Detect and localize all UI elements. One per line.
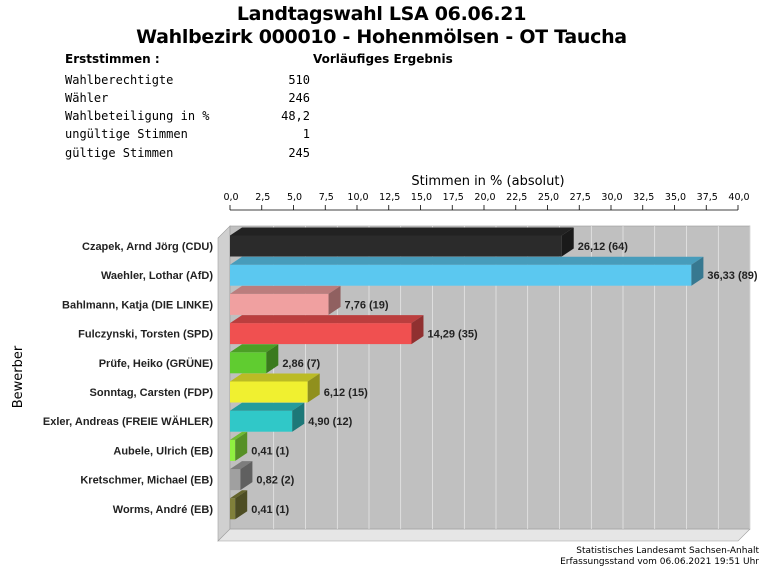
category-label: Sonntag, Carsten (FDP) (90, 387, 214, 399)
bar-top (230, 227, 574, 236)
x-tick-label: 40,0 (728, 192, 749, 203)
bar-top (230, 461, 253, 470)
category-label: Fulczynski, Torsten (SPD) (78, 329, 213, 341)
bar-value-label: 14,29 (35) (427, 329, 477, 341)
bar (230, 381, 308, 403)
stat-row: Wahlberechtigte 510 (65, 73, 310, 91)
x-tick-label: 7,5 (319, 192, 334, 203)
bar-value-label: 0,41 (1) (251, 504, 289, 516)
bar-side (240, 461, 253, 491)
category-label: Aubele, Ulrich (EB) (113, 445, 213, 457)
bar-top (230, 315, 424, 324)
footer-timestamp: Erfassungsstand vom 06.06.2021 19:51 Uhr (560, 557, 759, 567)
x-tick-label: 30,0 (601, 192, 622, 203)
stat-label: gültige Stimmen (65, 146, 174, 160)
x-tick-label: 22,5 (506, 192, 527, 203)
stat-label: Wahlbeteiligung in % (65, 109, 210, 123)
stat-row: gültige Stimmen 245 (65, 146, 310, 164)
bar-value-label: 0,82 (2) (256, 475, 294, 487)
stat-value: 246 (288, 91, 310, 105)
bar (230, 352, 267, 374)
result-status: Vorläufiges Ergebnis (313, 52, 453, 66)
stat-value: 245 (288, 146, 310, 160)
x-tick-label: 15,0 (411, 192, 432, 203)
stat-value: 48,2 (281, 109, 310, 123)
bar-value-label: 0,41 (1) (251, 445, 289, 457)
x-tick-label: 27,5 (570, 192, 591, 203)
stats-heading: Erststimmen : (65, 52, 160, 66)
bar-value-label: 36,33 (89) (707, 270, 757, 282)
stat-label: Wähler (65, 91, 109, 105)
x-axis-title: Stimmen in % (absolut) (411, 174, 564, 189)
bar-side (411, 315, 424, 345)
category-label: Exler, Andreas (FREIE WÄHLER) (43, 415, 213, 428)
x-tick-label: 10,0 (347, 192, 368, 203)
category-label: Waehler, Lothar (AfD) (101, 270, 213, 282)
stat-row: Wähler 246 (65, 91, 310, 109)
category-label: Kretschmer, Michael (EB) (80, 475, 213, 487)
x-tick-label: 5,0 (287, 192, 302, 203)
stat-label: ungültige Stimmen (65, 127, 188, 141)
category-label: Prüfe, Heiko (GRÜNE) (99, 357, 214, 370)
bar-side (691, 256, 704, 286)
bar-top (230, 344, 279, 353)
bar-side (328, 285, 341, 315)
bar-top (230, 285, 341, 294)
bar-chart: 0,0 2,5 5,0 7,5 10,0 12,5 15,0 17,5 20,0 22,5 25,0… (11, 174, 758, 542)
bar-side (292, 402, 305, 432)
bar-side (235, 431, 248, 461)
page-title: Landtagswahl LSA 06.06.21 (236, 3, 527, 25)
bar-value-label: 4,90 (12) (308, 416, 352, 428)
bar-value-label: 6,12 (15) (324, 387, 368, 399)
bar (230, 235, 562, 257)
stat-row: Wahlbeteiligung in % 48,2 (65, 109, 310, 127)
x-tick-label: 20,0 (474, 192, 495, 203)
bar (230, 498, 236, 520)
bar-side (561, 227, 574, 257)
x-tick-label: 32,5 (633, 192, 654, 203)
bar-side (307, 373, 320, 403)
stat-label: Wahlberechtigte (65, 73, 174, 87)
bar-top (230, 490, 248, 499)
category-label: Czapek, Arnd Jörg (CDU) (82, 241, 213, 253)
stat-value: 1 (302, 127, 310, 141)
y-axis-title: Bewerber (11, 345, 26, 408)
bar (230, 323, 412, 345)
bar-top (230, 431, 248, 440)
stat-row: ungültige Stimmen 1 (65, 127, 310, 145)
x-tick-label: 12,5 (379, 192, 400, 203)
bar (230, 410, 293, 432)
x-tick-label: 35,0 (665, 192, 686, 203)
plot-base (217, 528, 751, 542)
category-label: Worms, André (EB) (113, 504, 214, 516)
plot-side-wall (217, 225, 231, 542)
x-tick-label: 0,0 (223, 192, 238, 203)
category-label: Bahlmann, Katja (DIE LINKE) (62, 299, 213, 311)
bar (230, 439, 236, 461)
bar-top (230, 402, 305, 411)
bar-top (230, 256, 704, 265)
bar-value-label: 7,76 (19) (345, 299, 389, 311)
bar-top (230, 373, 320, 382)
x-tick-label: 37,5 (697, 192, 718, 203)
footer-source: Statistisches Landesamt Sachsen-Anhalt (576, 546, 759, 556)
bar-value-label: 26,12 (64) (578, 241, 628, 253)
stat-value: 510 (288, 73, 310, 87)
bar (230, 264, 692, 286)
bar-value-label: 2,86 (7) (282, 358, 320, 370)
bar-side (235, 490, 248, 520)
bar (230, 469, 241, 491)
bar (230, 293, 329, 315)
x-tick-label: 25,0 (538, 192, 559, 203)
x-tick-label: 17,5 (443, 192, 464, 203)
x-tick-label: 2,5 (255, 192, 270, 203)
page-subtitle: Wahlbezirk 000010 - Hohenmölsen - OT Tau… (136, 26, 627, 48)
bar-side (266, 344, 279, 374)
